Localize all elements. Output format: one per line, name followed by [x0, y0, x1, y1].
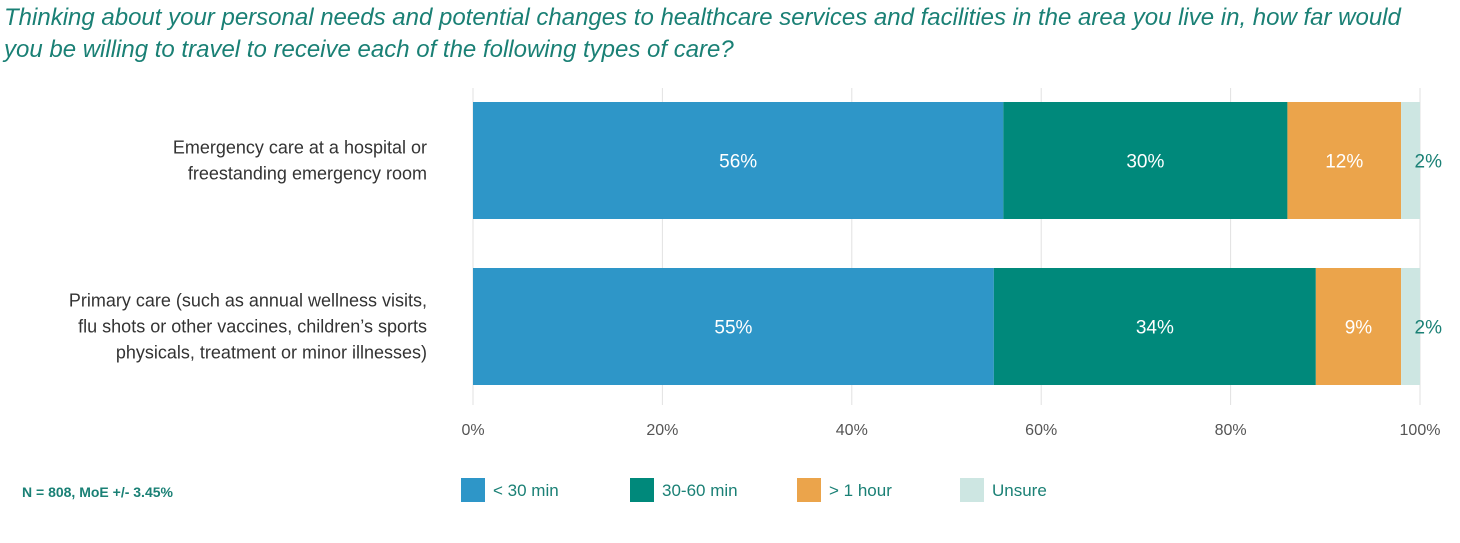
sample-note: N = 808, MoE +/- 3.45% — [22, 484, 173, 500]
legend-swatch — [630, 478, 654, 502]
bar-segment — [1315, 268, 1402, 385]
x-tick-label: 20% — [646, 422, 678, 439]
bar-segment — [1003, 102, 1288, 219]
data-label: 2% — [1415, 318, 1443, 339]
x-tick-label: 80% — [1215, 422, 1247, 439]
bar-segment — [473, 268, 994, 385]
bar-segment — [1401, 268, 1420, 385]
x-tick-label: 0% — [461, 422, 484, 439]
category-label: Emergency care at a hospital or freestand… — [173, 138, 427, 184]
x-tick-label: 100% — [1400, 422, 1441, 439]
data-label: 2% — [1415, 152, 1443, 173]
bar-segment — [1287, 102, 1402, 219]
bar-segment — [1401, 102, 1420, 219]
legend-swatch — [461, 478, 485, 502]
data-label: 12% — [1325, 152, 1363, 173]
bars: 56% 30% 12% 2% 55% 34% 9% 2% — [473, 102, 1442, 385]
data-label: 34% — [1136, 318, 1174, 339]
chart-title: Thinking about your personal needs and p… — [4, 4, 1401, 63]
data-label: 9% — [1345, 318, 1373, 339]
legend-label: Unsure — [992, 481, 1047, 500]
x-tick-label: 60% — [1025, 422, 1057, 439]
legend: < 30 min 30-60 min > 1 hour Unsure — [461, 478, 1047, 502]
data-label: 56% — [719, 152, 757, 173]
bar-segment — [993, 268, 1316, 385]
legend-label: < 30 min — [493, 481, 559, 500]
category-labels: Emergency care at a hospital or freestand… — [69, 138, 427, 363]
legend-label: 30-60 min — [662, 481, 738, 500]
data-label: 30% — [1126, 152, 1164, 173]
bar-segment — [473, 102, 1004, 219]
legend-swatch — [960, 478, 984, 502]
x-tick-label: 40% — [836, 422, 868, 439]
data-label: 55% — [714, 318, 752, 339]
legend-swatch — [797, 478, 821, 502]
legend-label: > 1 hour — [829, 481, 892, 500]
category-label: Primary care (such as annual wellness vi… — [69, 291, 427, 363]
x-axis-ticks: 0% 20% 40% 60% 80% 100% — [461, 422, 1440, 439]
